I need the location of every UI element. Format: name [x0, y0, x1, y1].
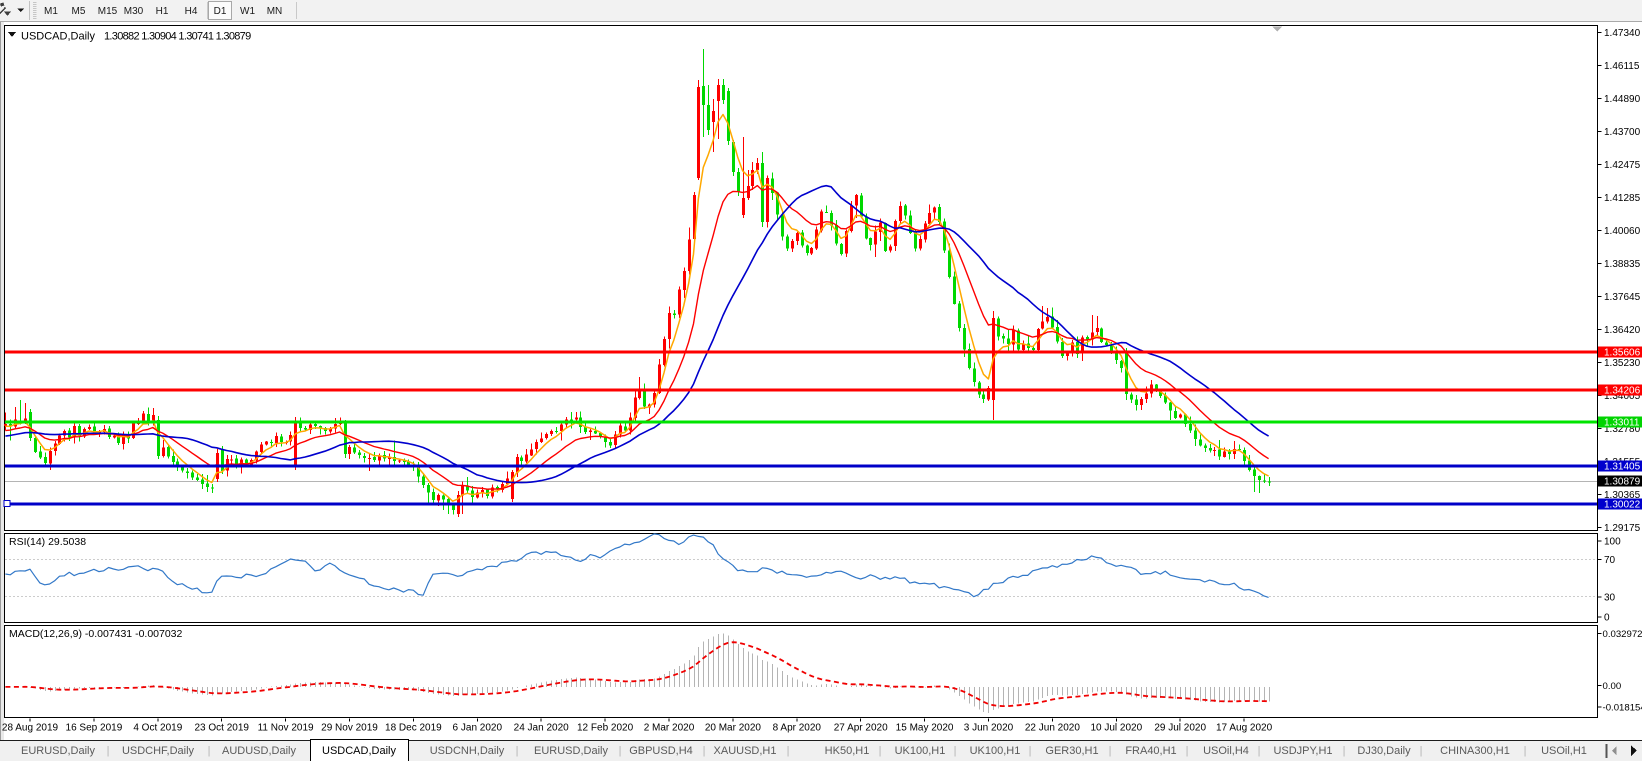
svg-text:USOil,H4: USOil,H4 [1203, 745, 1249, 757]
svg-text:1.30365: 1.30365 [1604, 490, 1641, 501]
svg-text:1.32780: 1.32780 [1604, 424, 1641, 435]
svg-text:-0.018154: -0.018154 [1603, 703, 1642, 714]
svg-text:1.33011: 1.33011 [1604, 418, 1640, 429]
svg-text:1.37645: 1.37645 [1604, 292, 1641, 303]
svg-text:1.29175: 1.29175 [1604, 523, 1641, 534]
svg-text:1.36420: 1.36420 [1604, 325, 1641, 336]
svg-text:1.31405: 1.31405 [1604, 462, 1641, 473]
svg-text:8 Apr 2020: 8 Apr 2020 [773, 723, 822, 734]
svg-text:|: | [208, 745, 211, 757]
svg-text:|: | [1258, 745, 1261, 757]
svg-text:1.42475: 1.42475 [1604, 160, 1641, 171]
svg-text:22 Jun 2020: 22 Jun 2020 [1025, 723, 1080, 734]
svg-text:3 Jun 2020: 3 Jun 2020 [964, 723, 1014, 734]
svg-text:0: 0 [1604, 612, 1610, 623]
svg-text:23 Oct 2019: 23 Oct 2019 [194, 723, 249, 734]
svg-text:|: | [954, 745, 957, 757]
svg-text:USOil,H1: USOil,H1 [1541, 745, 1587, 757]
svg-text:M15: M15 [98, 6, 118, 17]
svg-text:|: | [107, 745, 110, 757]
svg-text:W1: W1 [240, 6, 255, 17]
svg-text:20 Mar 2020: 20 Mar 2020 [705, 723, 762, 734]
svg-text:29 Jul 2020: 29 Jul 2020 [1154, 723, 1206, 734]
svg-text:|: | [1420, 745, 1423, 757]
svg-text:AUDUSD,Daily: AUDUSD,Daily [222, 745, 296, 757]
svg-text:USDCHF,Daily: USDCHF,Daily [122, 745, 195, 757]
svg-text:1.35230: 1.35230 [1604, 358, 1641, 369]
svg-text:1.46115: 1.46115 [1604, 61, 1640, 72]
svg-text:|: | [516, 745, 519, 757]
svg-text:2 Mar 2020: 2 Mar 2020 [644, 723, 695, 734]
svg-text:1.34206: 1.34206 [1604, 386, 1641, 397]
svg-text:UK100,H1: UK100,H1 [970, 745, 1021, 757]
svg-text:MACD(12,26,9) -0.007431 -0.007: MACD(12,26,9) -0.007431 -0.007032 [9, 628, 183, 640]
svg-text:CHINA300,H1: CHINA300,H1 [1440, 745, 1510, 757]
svg-text:27 Apr 2020: 27 Apr 2020 [834, 723, 888, 734]
svg-text:HK50,H1: HK50,H1 [825, 745, 870, 757]
svg-text:|: | [1524, 745, 1527, 757]
svg-text:|: | [619, 745, 622, 757]
svg-text:1.47340: 1.47340 [1604, 28, 1641, 39]
svg-text:DJ30,Daily: DJ30,Daily [1357, 745, 1411, 757]
svg-text:29 Nov 2019: 29 Nov 2019 [321, 723, 378, 734]
svg-text:|: | [703, 745, 706, 757]
svg-text:M30: M30 [124, 6, 144, 17]
svg-text:1.30022: 1.30022 [1604, 500, 1641, 511]
svg-text:12 Feb 2020: 12 Feb 2020 [577, 723, 634, 734]
svg-text:GBPUSD,H4: GBPUSD,H4 [629, 745, 693, 757]
svg-text:1.41285: 1.41285 [1604, 193, 1641, 204]
svg-text:H1: H1 [156, 6, 169, 17]
svg-text:1.35606: 1.35606 [1604, 348, 1641, 359]
svg-text:16 Sep 2019: 16 Sep 2019 [66, 723, 123, 734]
svg-text:M5: M5 [72, 6, 86, 17]
svg-text:|: | [787, 745, 790, 757]
svg-text:H4: H4 [185, 6, 198, 17]
svg-text:USDCAD,Daily: USDCAD,Daily [322, 745, 396, 757]
svg-text:28 Aug 2019: 28 Aug 2019 [2, 723, 59, 734]
svg-text:GER30,H1: GER30,H1 [1045, 745, 1098, 757]
svg-text:4 Oct 2019: 4 Oct 2019 [133, 723, 182, 734]
svg-text:|: | [879, 745, 882, 757]
svg-text:1.30879: 1.30879 [1604, 477, 1641, 488]
svg-text:EURUSD,Daily: EURUSD,Daily [21, 745, 95, 757]
svg-text:|: | [1343, 745, 1346, 757]
svg-text:1.43700: 1.43700 [1604, 127, 1641, 138]
svg-text:EURUSD,Daily: EURUSD,Daily [534, 745, 608, 757]
svg-text:USDJPY,H1: USDJPY,H1 [1273, 745, 1332, 757]
svg-text:18 Dec 2019: 18 Dec 2019 [385, 723, 442, 734]
svg-text:USDCNH,Daily: USDCNH,Daily [430, 745, 505, 757]
svg-text:10 Jul 2020: 10 Jul 2020 [1090, 723, 1142, 734]
svg-text:6 Jan 2020: 6 Jan 2020 [453, 723, 503, 734]
svg-text:17 Aug 2020: 17 Aug 2020 [1216, 723, 1273, 734]
svg-text:FRA40,H1: FRA40,H1 [1125, 745, 1176, 757]
svg-text:70: 70 [1604, 555, 1616, 566]
svg-text:|: | [1109, 745, 1112, 757]
svg-text:0.032972: 0.032972 [1603, 629, 1642, 640]
svg-text:|: | [1186, 745, 1189, 757]
svg-text:UK100,H1: UK100,H1 [895, 745, 946, 757]
svg-text:D1: D1 [214, 6, 227, 17]
svg-text:1.40060: 1.40060 [1604, 226, 1641, 237]
svg-text:MN: MN [267, 6, 283, 17]
svg-text:1.44890: 1.44890 [1604, 94, 1641, 105]
svg-text:30: 30 [1604, 592, 1616, 603]
svg-text:0.00: 0.00 [1603, 681, 1622, 692]
svg-text:24 Jan 2020: 24 Jan 2020 [514, 723, 569, 734]
svg-text:1.34005: 1.34005 [1604, 391, 1641, 402]
svg-text:XAUUSD,H1: XAUUSD,H1 [714, 745, 777, 757]
svg-text:15 May 2020: 15 May 2020 [896, 723, 954, 734]
svg-text:1.30882 1.30904 1.30741 1.3087: 1.30882 1.30904 1.30741 1.30879 [104, 31, 251, 43]
svg-text:1.38835: 1.38835 [1604, 259, 1641, 270]
svg-text:11 Nov 2019: 11 Nov 2019 [258, 723, 314, 734]
svg-text:M1: M1 [44, 6, 58, 17]
svg-text:USDCAD,Daily: USDCAD,Daily [21, 31, 95, 43]
svg-text:|: | [1029, 745, 1032, 757]
svg-text:RSI(14) 29.5038: RSI(14) 29.5038 [9, 536, 86, 548]
svg-text:100: 100 [1604, 536, 1621, 547]
